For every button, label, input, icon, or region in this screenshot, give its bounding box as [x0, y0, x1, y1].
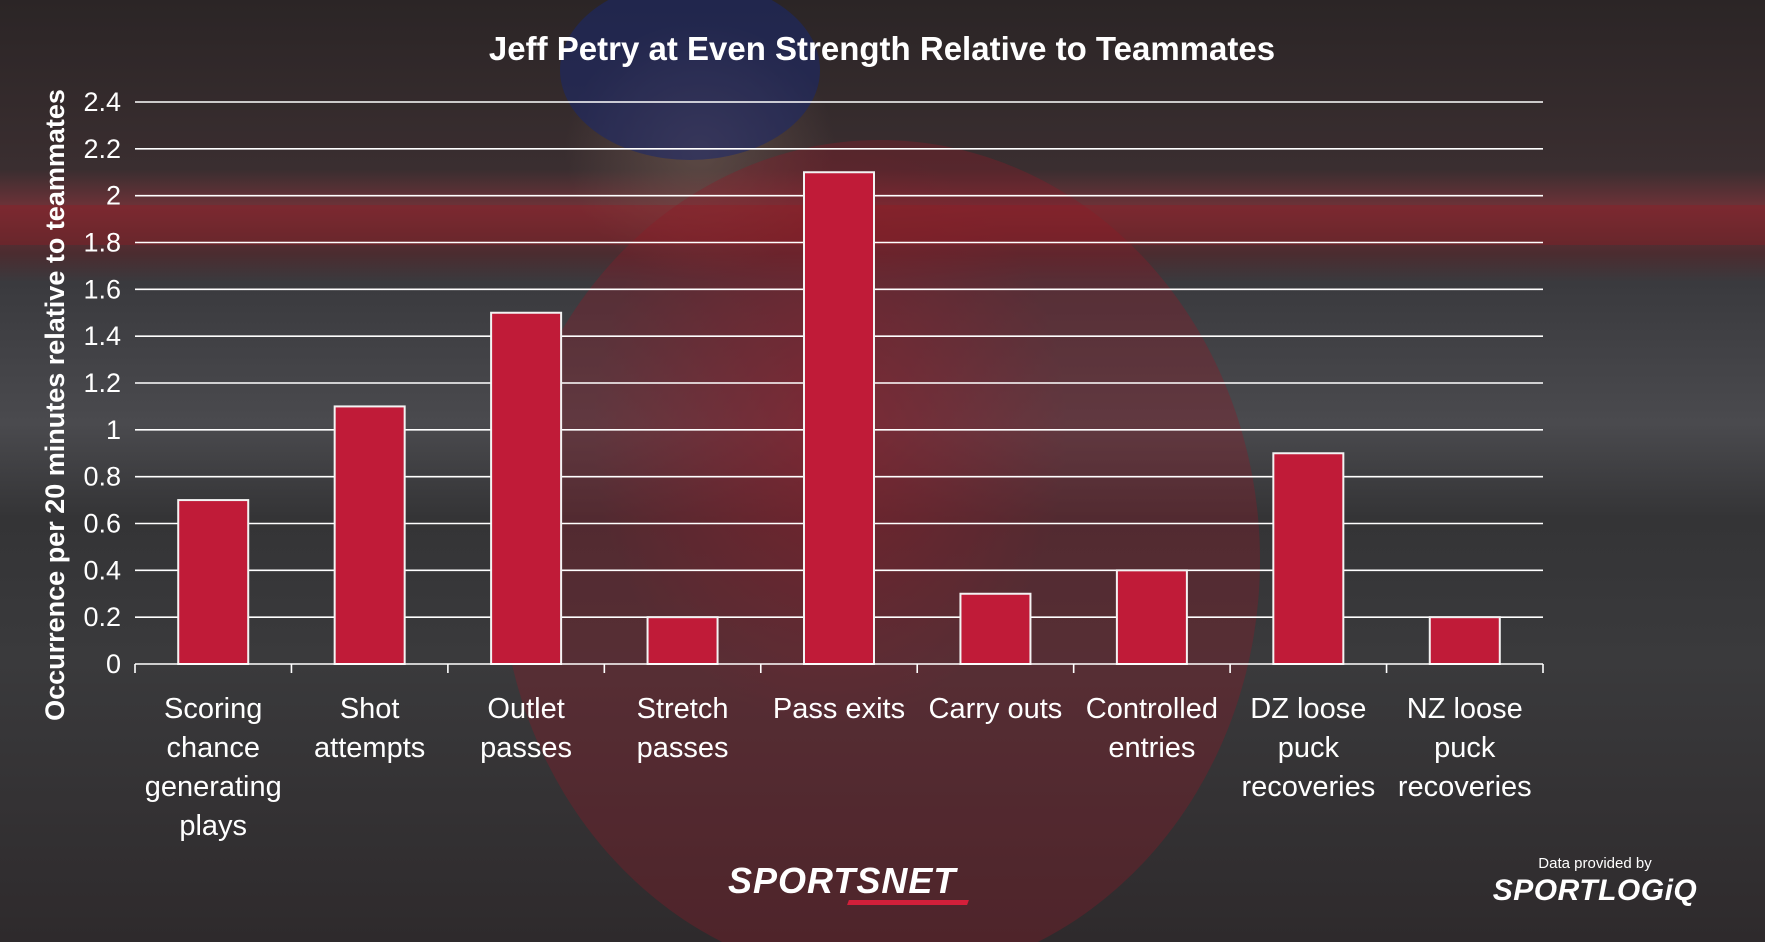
sportsnet-logo: SPORTSNET	[728, 860, 969, 905]
bar	[1115, 569, 1188, 665]
y-tick-label: 2.4	[83, 87, 121, 117]
x-tick-label-line: plays	[179, 810, 247, 842]
x-tick-label-line: Stretch	[637, 693, 729, 725]
y-tick-label: 1.8	[83, 228, 121, 258]
x-tick-label: Shot attempts	[314, 693, 425, 764]
bar	[646, 616, 719, 666]
sportsnet-swoosh-icon	[847, 900, 969, 905]
bar	[1428, 616, 1501, 666]
x-tick-label-line: puck	[1434, 732, 1496, 764]
x-tick-label-line: Carry outs	[929, 693, 1063, 725]
x-tick-label-line: generating	[145, 771, 282, 803]
x-tick-label: Stretch passes	[637, 693, 729, 764]
x-tick-label: Pass exits	[773, 693, 905, 725]
x-tick-label-line: puck	[1278, 732, 1340, 764]
y-axis-ticks: 0 0.2 0.4 0.6 0.8 1 1.2 1.4 1.6 1.8 2 2.2 2.4	[83, 87, 121, 679]
bar	[959, 592, 1032, 665]
x-tick-label-line: NZ loose	[1407, 693, 1523, 725]
x-tick-label-line: recoveries	[1241, 771, 1375, 803]
bars	[177, 171, 1501, 666]
x-axis-tick-labels: Scoring chance generating plays Shot attempts…	[145, 693, 1532, 842]
x-tick-label-line: passes	[480, 732, 572, 764]
x-tick-label: Scoring chance generating plays	[145, 693, 282, 842]
x-tick-label-line: Scoring	[164, 693, 262, 725]
y-tick-label: 0.2	[83, 602, 121, 632]
x-tick-label-line: passes	[637, 732, 729, 764]
data-credit: Data provided by SPORTLOGiQ	[1470, 855, 1720, 908]
chart-title: Jeff Petry at Even Strength Relative to …	[489, 30, 1275, 67]
y-tick-label: 1.6	[83, 274, 121, 304]
x-tick-label-line: DZ loose	[1250, 693, 1366, 725]
x-tick-label: Controlled entries	[1086, 693, 1218, 764]
y-axis-label: Occurrence per 20 minutes relative to te…	[40, 89, 70, 721]
x-tick-label-line: chance	[166, 732, 260, 764]
x-tick-label: Outlet passes	[480, 693, 572, 764]
x-axis	[134, 663, 1544, 673]
x-tick-label: Carry outs	[929, 693, 1063, 725]
rink-board-stripe	[0, 205, 1765, 245]
bar	[1272, 452, 1345, 665]
y-tick-label: 0.4	[83, 555, 121, 585]
bar	[333, 405, 406, 665]
x-tick-label-line: entries	[1108, 732, 1195, 764]
y-tick-label: 0.6	[83, 509, 121, 539]
y-tick-label: 0.8	[83, 462, 121, 492]
x-tick-label-line: Pass exits	[773, 693, 905, 725]
x-tick-label-line: attempts	[314, 732, 425, 764]
x-tick-label: NZ loose puck recoveries	[1398, 693, 1532, 803]
x-tick-label: DZ loose puck recoveries	[1241, 693, 1375, 803]
y-tick-label: 1.4	[83, 321, 121, 351]
player-helmet	[560, 0, 820, 160]
x-tick-label-line: Controlled	[1086, 693, 1218, 725]
bar	[177, 499, 250, 666]
sportsnet-logo-text: SPORTSNET	[728, 860, 957, 901]
sportlogiq-logo: SPORTLOGiQ	[1492, 874, 1698, 907]
bar	[490, 311, 563, 665]
y-tick-label: 2	[106, 181, 121, 211]
y-tick-label: 0	[106, 649, 121, 679]
x-tick-label-line: recoveries	[1398, 771, 1532, 803]
player-silhouette	[500, 140, 1260, 942]
y-tick-label: 2.2	[83, 134, 121, 164]
bar	[803, 171, 875, 665]
x-tick-label-line: Shot	[340, 693, 400, 725]
x-tick-label-line: Outlet	[487, 693, 564, 725]
y-tick-label: 1.2	[83, 368, 121, 398]
y-tick-label: 1	[106, 415, 121, 445]
credit-text: Data provided by	[1538, 855, 1652, 872]
